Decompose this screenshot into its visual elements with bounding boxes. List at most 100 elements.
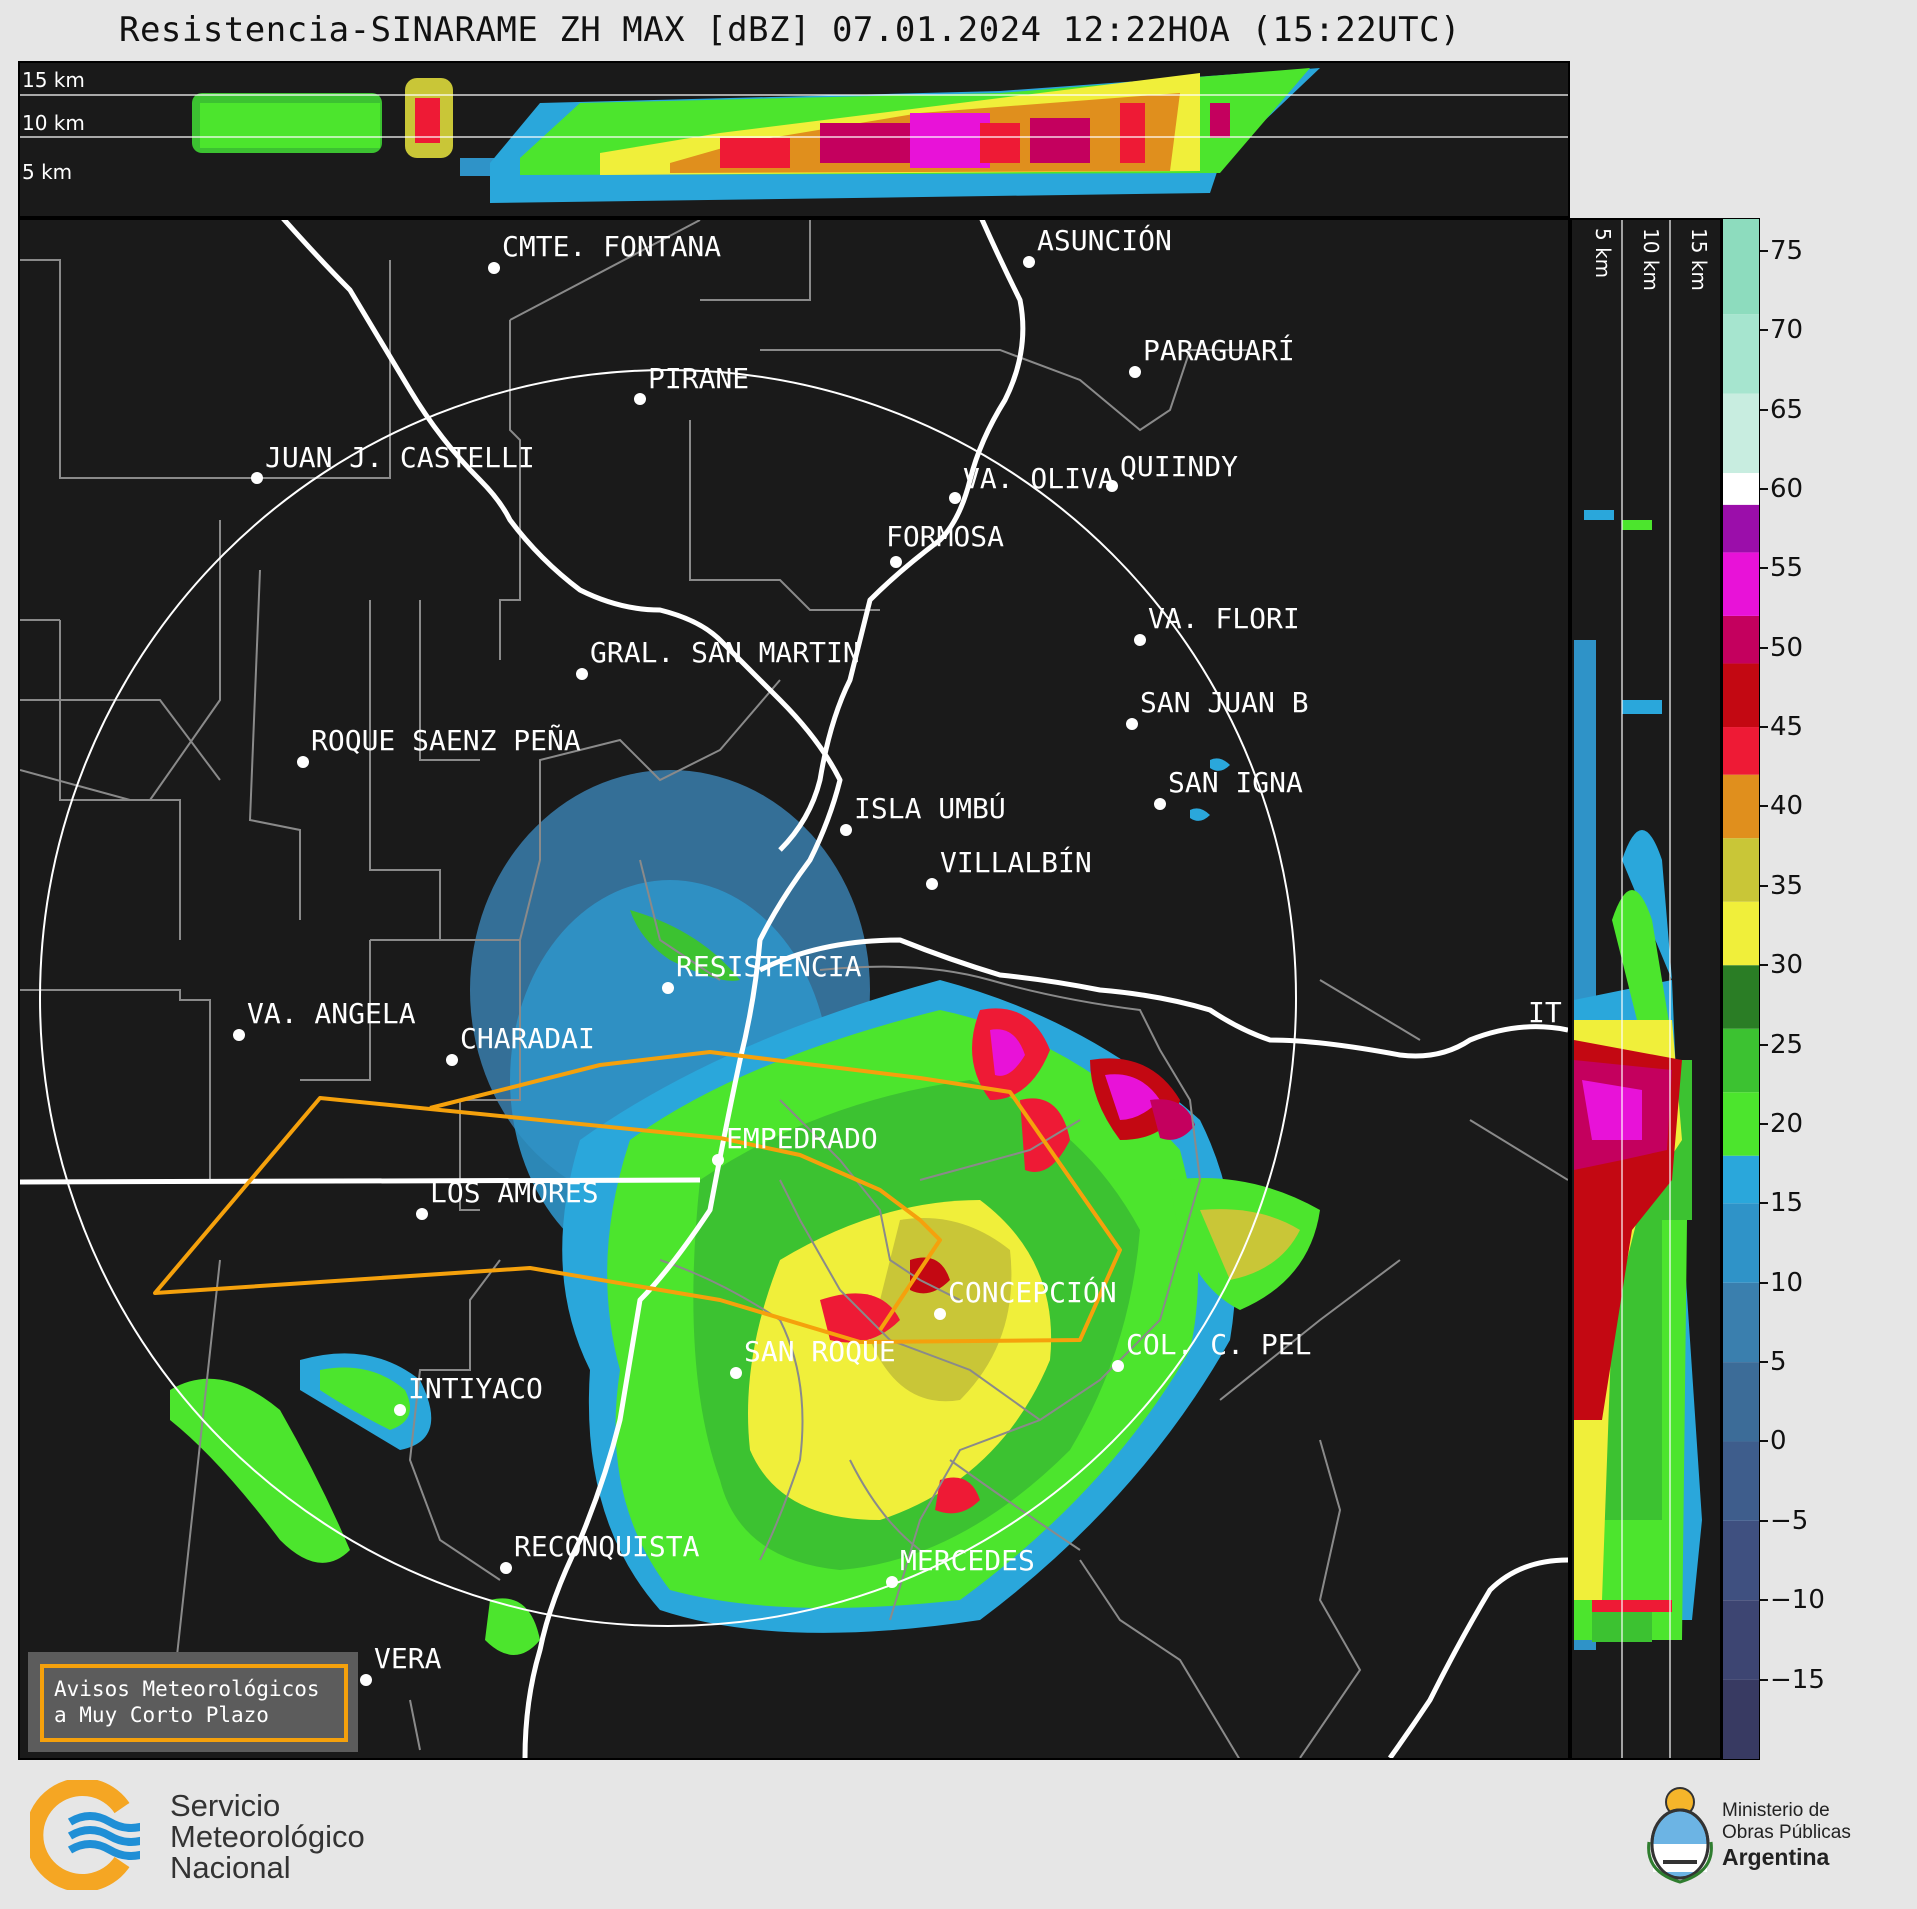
city-label: CMTE. FONTANA <box>502 230 721 263</box>
colorbar-band <box>1723 393 1759 474</box>
colorbar-tick-label: 25 <box>1770 1029 1804 1060</box>
city-label: SAN IGNA <box>1168 766 1303 799</box>
city-markers <box>233 256 1166 1686</box>
city-label: MERCEDES <box>900 1544 1035 1577</box>
colorbar-tick-label: 10 <box>1770 1267 1804 1298</box>
city-label: QUIINDY <box>1120 450 1238 483</box>
colorbar-band <box>1723 1155 1759 1204</box>
top-height-5km: 5 km <box>22 160 72 184</box>
side-height-5km: 5 km <box>1591 228 1615 278</box>
top-height-15km: 15 km <box>22 68 85 92</box>
colorbar-tick-label: 15 <box>1770 1188 1804 1219</box>
city-label: EMPEDRADO <box>726 1122 878 1155</box>
top-profile-echoes <box>192 68 1320 203</box>
side-height-15km: 15 km <box>1687 228 1711 291</box>
colorbar-tick-label: 70 <box>1770 315 1804 346</box>
colorbar-tick-mark <box>1760 1440 1768 1443</box>
colorbar-tick-mark <box>1760 249 1768 252</box>
colorbar-band <box>1723 219 1759 315</box>
rivers <box>20 220 1568 1758</box>
colorbar-band <box>1723 314 1759 394</box>
admin-borders <box>20 220 1568 1758</box>
colorbar-tick-label: 30 <box>1770 950 1804 981</box>
radar-map: CMTE. FONTANA ASUNCIÓN PIRANE PARAGUARÍ … <box>18 218 1570 1760</box>
city-label: CHARADAI <box>460 1022 595 1055</box>
colorbar-tick-label: 40 <box>1770 791 1804 822</box>
colorbar-band <box>1723 838 1759 902</box>
colorbar-tick-mark <box>1760 1202 1768 1205</box>
side-height-profile: 5 km 10 km 15 km <box>1570 218 1722 1760</box>
city-label: VILLALBÍN <box>940 845 1092 879</box>
colorbar-tick-mark <box>1760 805 1768 808</box>
warning-legend-line1: Avisos Meteorológicos <box>54 1677 320 1701</box>
colorbar-tick-mark <box>1760 1599 1768 1602</box>
ministry-line3: Argentina <box>1722 1844 1830 1870</box>
city-label: SAN ROQUE <box>744 1335 896 1368</box>
colorbar-band <box>1723 663 1759 728</box>
city-label: VA. ANGELA <box>247 997 416 1030</box>
colorbar-tick-mark <box>1760 884 1768 887</box>
warning-legend: Avisos Meteorológicos a Muy Corto Plazo <box>28 1652 358 1752</box>
colorbar-band <box>1723 504 1759 553</box>
warning-polygons <box>153 1050 1122 1344</box>
city-label: IT <box>1528 996 1562 1029</box>
top-height-10km: 10 km <box>22 111 85 135</box>
city-label: INTIYACO <box>408 1372 543 1405</box>
colorbar-band <box>1723 727 1759 775</box>
colorbar-tick-mark <box>1760 567 1768 570</box>
top-height-profile: 15 km 10 km 5 km <box>18 61 1570 218</box>
map-title: Resistencia-SINARAME ZH MAX [dBZ] 07.01.… <box>118 10 1462 50</box>
colorbar-tick-label: 75 <box>1770 235 1804 266</box>
city-label: RESISTENCIA <box>676 950 862 983</box>
reflectivity-colorbar <box>1722 218 1760 1760</box>
ministry-line1: Ministerio de <box>1722 1800 1830 1821</box>
city-label: PIRANE <box>648 362 749 395</box>
city-label: ROQUE SAENZ PEÑA <box>311 723 581 757</box>
colorbar-tick-label: 55 <box>1770 553 1804 584</box>
city-label: CONCEPCIÓN <box>948 1275 1117 1309</box>
colorbar-tick-mark <box>1760 1678 1768 1681</box>
colorbar-tick-label: −10 <box>1770 1585 1825 1616</box>
colorbar-tick-label: 50 <box>1770 632 1804 663</box>
colorbar-tick-label: 5 <box>1770 1347 1787 1378</box>
city-label: VA. OLIVA <box>963 462 1115 495</box>
city-label: GRAL. SAN MARTIN <box>590 636 860 669</box>
colorbar-band <box>1723 1028 1759 1093</box>
colorbar-band <box>1723 1441 1759 1521</box>
smn-name-line1: Servicio <box>170 1788 281 1823</box>
colorbar-band <box>1723 901 1759 966</box>
colorbar-tick-mark <box>1760 1043 1768 1046</box>
colorbar-tick-mark <box>1760 487 1768 490</box>
colorbar-band <box>1723 1600 1759 1680</box>
colorbar-tick-label: 65 <box>1770 394 1804 425</box>
colorbar-band <box>1723 1679 1759 1759</box>
colorbar-tick-label: 20 <box>1770 1108 1804 1139</box>
colorbar-tick-label: −5 <box>1770 1505 1809 1536</box>
range-ring <box>39 369 1297 1627</box>
smn-logo-icon <box>30 1780 140 1890</box>
city-label: FORMOSA <box>886 520 1004 553</box>
colorbar-band <box>1723 1362 1759 1442</box>
colorbar-tick-label: 0 <box>1770 1426 1787 1457</box>
city-label: ISLA UMBÚ <box>854 791 1006 825</box>
colorbar-band <box>1723 1282 1759 1363</box>
colorbar-tick-label: 60 <box>1770 473 1804 504</box>
colorbar-tick-mark <box>1760 329 1768 332</box>
side-profile-echoes <box>1574 510 1702 1650</box>
city-label: RECONQUISTA <box>514 1530 700 1563</box>
radar-echoes <box>170 758 1320 1655</box>
colorbar-band <box>1723 1092 1759 1156</box>
side-height-10km: 10 km <box>1639 228 1663 291</box>
colorbar-tick-mark <box>1760 408 1768 411</box>
city-label: VERA <box>374 1642 442 1675</box>
city-label: SAN JUAN B <box>1140 686 1309 719</box>
colorbar-band <box>1723 774 1759 839</box>
smn-name-line2: Meteorológico <box>170 1819 365 1854</box>
colorbar-tick-mark <box>1760 726 1768 729</box>
colorbar-tick-label: 45 <box>1770 712 1804 743</box>
city-label: JUAN J. CASTELLI <box>265 441 535 474</box>
city-label: VA. FLORI <box>1148 602 1300 635</box>
colorbar-tick-mark <box>1760 1122 1768 1125</box>
colorbar-tick-mark <box>1760 1361 1768 1364</box>
colorbar-tick-label: 35 <box>1770 870 1804 901</box>
